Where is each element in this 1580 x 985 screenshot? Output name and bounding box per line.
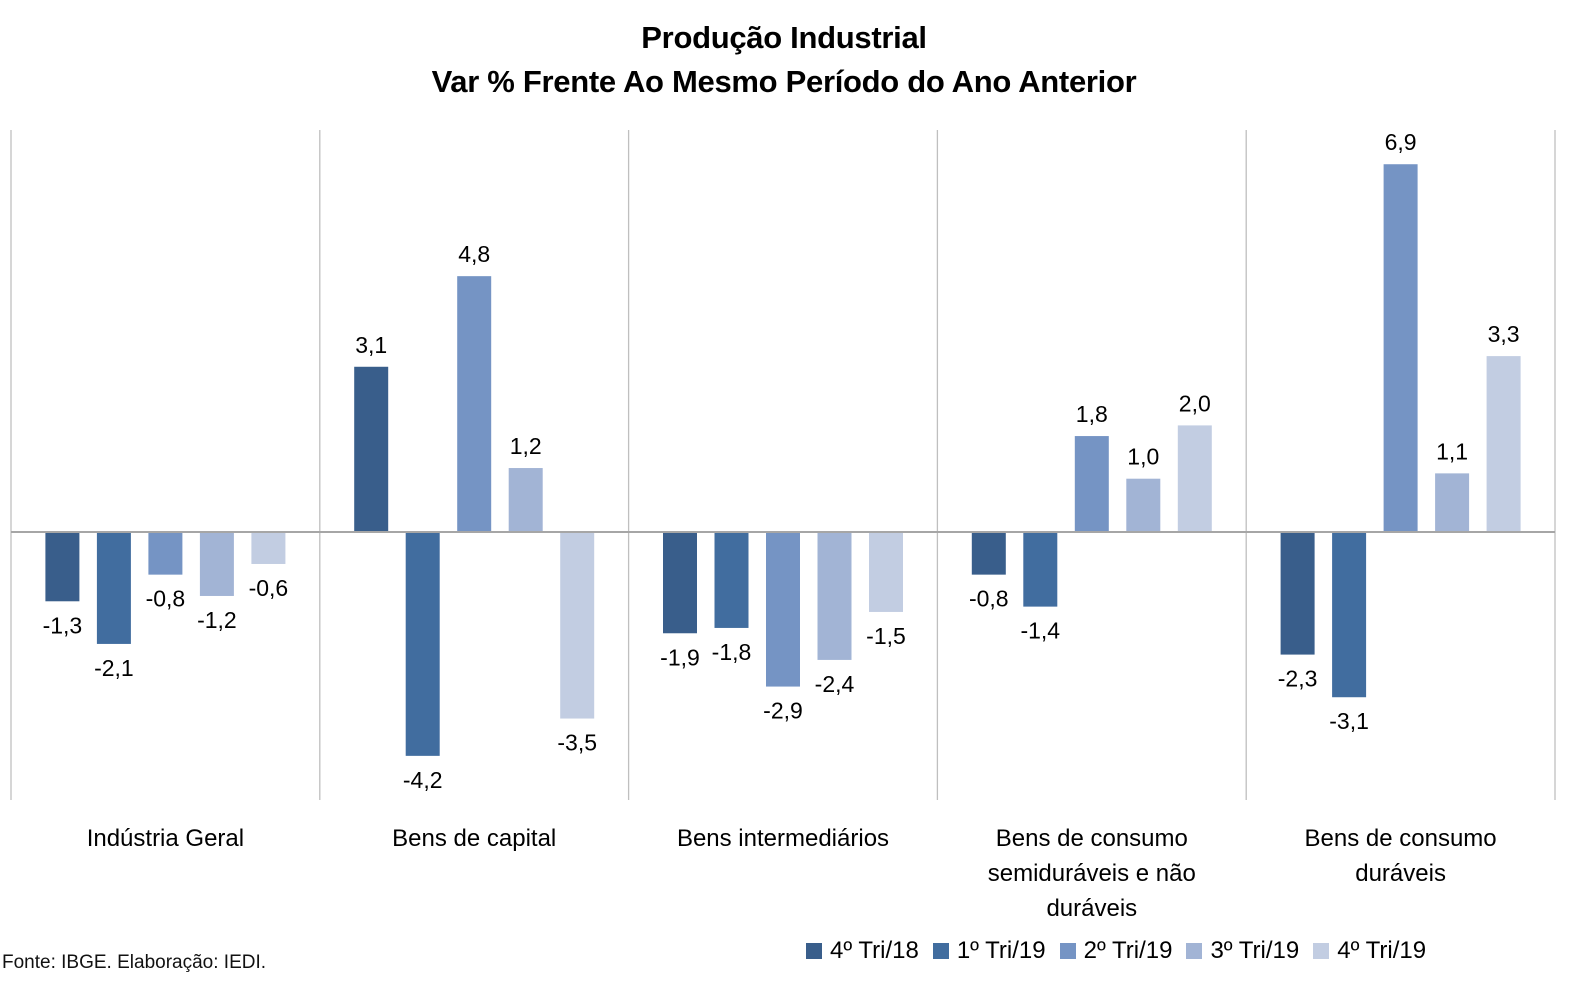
legend-label: 4º Tri/18 <box>830 937 919 964</box>
data-label: -4,2 <box>403 767 443 793</box>
bar <box>1074 436 1109 532</box>
category-label: Bens de capital <box>392 825 556 852</box>
bar <box>96 532 131 644</box>
data-label: 4,8 <box>458 241 490 267</box>
category-label: Bens intermediários <box>677 825 889 852</box>
bar <box>405 532 440 756</box>
bar <box>1177 425 1212 532</box>
bar <box>1023 532 1058 607</box>
data-label: -2,4 <box>815 671 855 697</box>
category-label: duráveis <box>1046 895 1137 922</box>
bar <box>199 532 234 596</box>
legend-swatch <box>932 943 949 959</box>
data-label: -1,5 <box>866 623 906 649</box>
data-label: 1,2 <box>510 433 542 459</box>
data-label: -1,2 <box>197 607 237 633</box>
source-note: Fonte: IBGE. Elaboração: IEDI. <box>2 952 267 973</box>
data-label: 6,9 <box>1385 129 1417 155</box>
data-label: 1,1 <box>1436 438 1468 464</box>
chart-subtitle: Var % Frente Ao Mesmo Período do Ano Ant… <box>431 64 1137 99</box>
legend-item: 1º Tri/19 <box>932 937 1046 965</box>
data-label: -1,8 <box>712 639 752 665</box>
data-label: -1,3 <box>43 612 83 638</box>
bar <box>508 468 543 532</box>
bar <box>971 532 1006 575</box>
legend-item: 3º Tri/19 <box>1186 937 1299 965</box>
bar <box>1486 356 1521 532</box>
data-label: 2,0 <box>1179 390 1211 416</box>
bar <box>1435 473 1470 532</box>
bar <box>1332 532 1367 698</box>
category-label: Indústria Geral <box>87 825 244 852</box>
bar <box>714 532 749 628</box>
legend-label: 2º Tri/19 <box>1083 937 1173 964</box>
legend: 4º Tri/18 1º Tri/19 2º Tri/19 3º Tri/19 4º T… <box>806 937 1440 965</box>
legend-swatch <box>1059 943 1076 959</box>
data-label: -2,1 <box>94 655 134 681</box>
data-label: -1,4 <box>1020 618 1060 644</box>
data-label: -3,5 <box>557 730 597 756</box>
data-label: -0,6 <box>249 575 289 601</box>
data-label: -3,1 <box>1329 708 1369 734</box>
data-label: -2,9 <box>763 698 803 724</box>
chart-title: Produção Industrial <box>641 20 927 55</box>
bar <box>354 366 389 532</box>
legend-item: 4º Tri/19 <box>1313 937 1426 965</box>
legend-item: 4º Tri/18 <box>806 937 919 965</box>
bar-chart: -1,3 3,1 -1,9 -0,8 -2,3 -2,1 -4,2 -1,8 -1,4 -3,1 -… <box>10 129 1556 922</box>
bar <box>251 532 286 564</box>
data-label: 1,8 <box>1076 401 1108 427</box>
bar <box>869 532 903 612</box>
bar <box>766 532 800 687</box>
category-label: Bens de consumo <box>996 825 1188 852</box>
bar <box>45 532 80 602</box>
legend-swatch <box>806 943 822 959</box>
legend-swatch <box>1313 943 1330 959</box>
category-label: semiduráveis e não <box>988 860 1196 887</box>
bar <box>148 532 183 575</box>
bar <box>1383 164 1418 533</box>
legend-label: 4º Tri/19 <box>1337 937 1427 964</box>
data-label: -1,9 <box>660 644 700 670</box>
bar <box>663 532 697 634</box>
category-label: duráveis <box>1355 860 1446 887</box>
legend-item: 2º Tri/19 <box>1059 937 1173 965</box>
legend-swatch <box>1186 943 1203 959</box>
bar <box>817 532 852 660</box>
legend-label: 1º Tri/19 <box>956 937 1046 964</box>
bar <box>560 532 595 719</box>
bar <box>457 276 492 532</box>
data-label: 1,0 <box>1127 444 1159 470</box>
bar <box>1280 532 1315 655</box>
data-label: -2,3 <box>1278 666 1318 692</box>
data-label: -0,8 <box>969 586 1009 612</box>
data-label: -0,8 <box>146 586 186 612</box>
data-label: 3,3 <box>1488 321 1520 347</box>
bar <box>1126 478 1161 532</box>
legend-label: 3º Tri/19 <box>1210 937 1300 964</box>
category-label: Bens de consumo <box>1305 825 1497 852</box>
data-label: 3,1 <box>355 332 387 358</box>
